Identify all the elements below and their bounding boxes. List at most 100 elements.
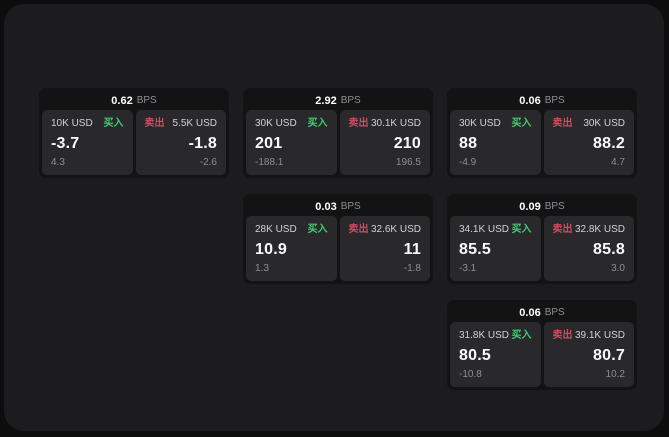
buy-side-label: 买入	[307, 118, 328, 129]
card-header: 0.09 BPS	[450, 197, 634, 216]
bps-unit-label: BPS	[544, 201, 565, 212]
buy-price: 85.5	[459, 240, 491, 258]
quote-card: 0.09 BPS 34.1K USD 买入 85.5 -3.1 卖出 32.8K…	[447, 194, 637, 284]
sell-change: 10.2	[605, 369, 625, 380]
buy-change: 1.3	[255, 263, 269, 274]
buy-tile[interactable]: 30K USD 买入 201 -188.1	[246, 110, 337, 175]
buy-tile[interactable]: 28K USD 买入 10.9 1.3	[246, 216, 337, 281]
buy-amount: 10K USD	[51, 118, 93, 129]
sell-tile[interactable]: 卖出 30.1K USD 210 196.5	[339, 110, 430, 175]
buy-amount: 30K USD	[459, 118, 501, 129]
sell-tile[interactable]: 卖出 32.8K USD 85.8 3.0	[543, 216, 634, 281]
buy-price: 88	[459, 134, 478, 152]
sell-amount: 30K USD	[583, 118, 625, 129]
sell-tile-header: 卖出 32.6K USD	[349, 224, 422, 235]
sell-price: 85.8	[593, 240, 625, 258]
price-tiles: 10K USD 买入 -3.7 4.3 卖出 5.5K USD -1.8 -2.…	[42, 110, 226, 175]
buy-tile-header: 30K USD 买入	[255, 118, 328, 129]
sell-side-label: 卖出	[552, 330, 573, 341]
sell-price: -1.8	[188, 134, 217, 152]
card-header: 0.62 BPS	[42, 91, 226, 110]
bps-unit-label: BPS	[544, 95, 565, 106]
buy-change: -10.8	[459, 369, 482, 380]
sell-amount: 32.6K USD	[370, 224, 421, 235]
buy-price: 80.5	[459, 346, 491, 364]
sell-side-label: 卖出	[348, 118, 369, 129]
sell-tile-header: 卖出 30.1K USD	[349, 118, 422, 129]
quote-card: 0.62 BPS 10K USD 买入 -3.7 4.3 卖出 5.5K USD	[39, 88, 229, 178]
buy-amount: 34.1K USD	[459, 224, 510, 235]
sell-amount: 5.5K USD	[172, 118, 217, 129]
bps-value: 0.06	[519, 306, 541, 319]
bps-value: 0.03	[315, 200, 337, 213]
sell-price: 210	[393, 134, 421, 152]
sell-amount: 39.1K USD	[574, 330, 625, 341]
sell-tile-header: 卖出 5.5K USD	[145, 118, 218, 129]
buy-tile-header: 10K USD 买入	[51, 118, 124, 129]
buy-side-label: 买入	[307, 224, 328, 235]
price-tiles: 28K USD 买入 10.9 1.3 卖出 32.6K USD 11 -1.8	[246, 216, 430, 281]
sell-tile[interactable]: 卖出 32.6K USD 11 -1.8	[339, 216, 430, 281]
quotes-panel: 0.62 BPS 10K USD 买入 -3.7 4.3 卖出 5.5K USD	[4, 4, 664, 431]
buy-tile[interactable]: 10K USD 买入 -3.7 4.3	[42, 110, 133, 175]
card-header: 2.92 BPS	[246, 91, 430, 110]
buy-price: 10.9	[255, 240, 287, 258]
sell-tile-header: 卖出 32.8K USD	[553, 224, 626, 235]
price-tiles: 34.1K USD 买入 85.5 -3.1 卖出 32.8K USD 85.8…	[450, 216, 634, 281]
sell-tile[interactable]: 卖出 5.5K USD -1.8 -2.6	[135, 110, 226, 175]
bps-unit-label: BPS	[340, 95, 361, 106]
quote-cards-grid: 0.62 BPS 10K USD 买入 -3.7 4.3 卖出 5.5K USD	[39, 88, 637, 390]
sell-price: 80.7	[593, 346, 625, 364]
sell-change: 3.0	[611, 263, 625, 274]
sell-change: -1.8	[403, 263, 421, 274]
buy-tile[interactable]: 34.1K USD 买入 85.5 -3.1	[450, 216, 541, 281]
sell-change: -2.6	[199, 157, 217, 168]
buy-change: -3.1	[459, 263, 477, 274]
bps-value: 2.92	[315, 94, 337, 107]
quote-card: 2.92 BPS 30K USD 买入 201 -188.1 卖出 30.1K …	[243, 88, 433, 178]
buy-tile-header: 28K USD 买入	[255, 224, 328, 235]
sell-tile-header: 卖出 30K USD	[553, 118, 626, 129]
bps-unit-label: BPS	[544, 307, 565, 318]
buy-price: -3.7	[51, 134, 80, 152]
buy-tile[interactable]: 31.8K USD 买入 80.5 -10.8	[450, 322, 541, 387]
buy-side-label: 买入	[103, 118, 124, 129]
buy-side-label: 买入	[511, 330, 532, 341]
sell-side-label: 卖出	[144, 118, 165, 129]
buy-amount: 30K USD	[255, 118, 297, 129]
sell-tile-header: 卖出 39.1K USD	[553, 330, 626, 341]
buy-change: 4.3	[51, 157, 65, 168]
buy-side-label: 买入	[511, 224, 532, 235]
bps-value: 0.62	[111, 94, 133, 107]
buy-tile[interactable]: 30K USD 买入 88 -4.9	[450, 110, 541, 175]
bps-value: 0.09	[519, 200, 541, 213]
buy-tile-header: 30K USD 买入	[459, 118, 532, 129]
sell-tile[interactable]: 卖出 30K USD 88.2 4.7	[543, 110, 634, 175]
sell-tile[interactable]: 卖出 39.1K USD 80.7 10.2	[543, 322, 634, 387]
buy-side-label: 买入	[511, 118, 532, 129]
sell-amount: 32.8K USD	[574, 224, 625, 235]
quote-card: 0.06 BPS 30K USD 买入 88 -4.9 卖出 30K USD	[447, 88, 637, 178]
sell-change: 4.7	[611, 157, 625, 168]
card-header: 0.06 BPS	[450, 91, 634, 110]
buy-tile-header: 31.8K USD 买入	[459, 330, 532, 341]
price-tiles: 31.8K USD 买入 80.5 -10.8 卖出 39.1K USD 80.…	[450, 322, 634, 387]
sell-amount: 30.1K USD	[370, 118, 421, 129]
card-header: 0.03 BPS	[246, 197, 430, 216]
quote-card: 0.03 BPS 28K USD 买入 10.9 1.3 卖出 32.6K US…	[243, 194, 433, 284]
sell-side-label: 卖出	[348, 224, 369, 235]
bps-value: 0.06	[519, 94, 541, 107]
sell-price: 11	[403, 240, 421, 258]
price-tiles: 30K USD 买入 201 -188.1 卖出 30.1K USD 210 1…	[246, 110, 430, 175]
buy-change: -188.1	[255, 157, 284, 168]
sell-change: 196.5	[395, 157, 421, 168]
bps-unit-label: BPS	[136, 95, 157, 106]
sell-side-label: 卖出	[552, 118, 573, 129]
buy-change: -4.9	[459, 157, 477, 168]
buy-price: 201	[255, 134, 283, 152]
buy-tile-header: 34.1K USD 买入	[459, 224, 532, 235]
price-tiles: 30K USD 买入 88 -4.9 卖出 30K USD 88.2 4.7	[450, 110, 634, 175]
sell-price: 88.2	[593, 134, 625, 152]
bps-unit-label: BPS	[340, 201, 361, 212]
quote-card: 0.06 BPS 31.8K USD 买入 80.5 -10.8 卖出 39.1…	[447, 300, 637, 390]
